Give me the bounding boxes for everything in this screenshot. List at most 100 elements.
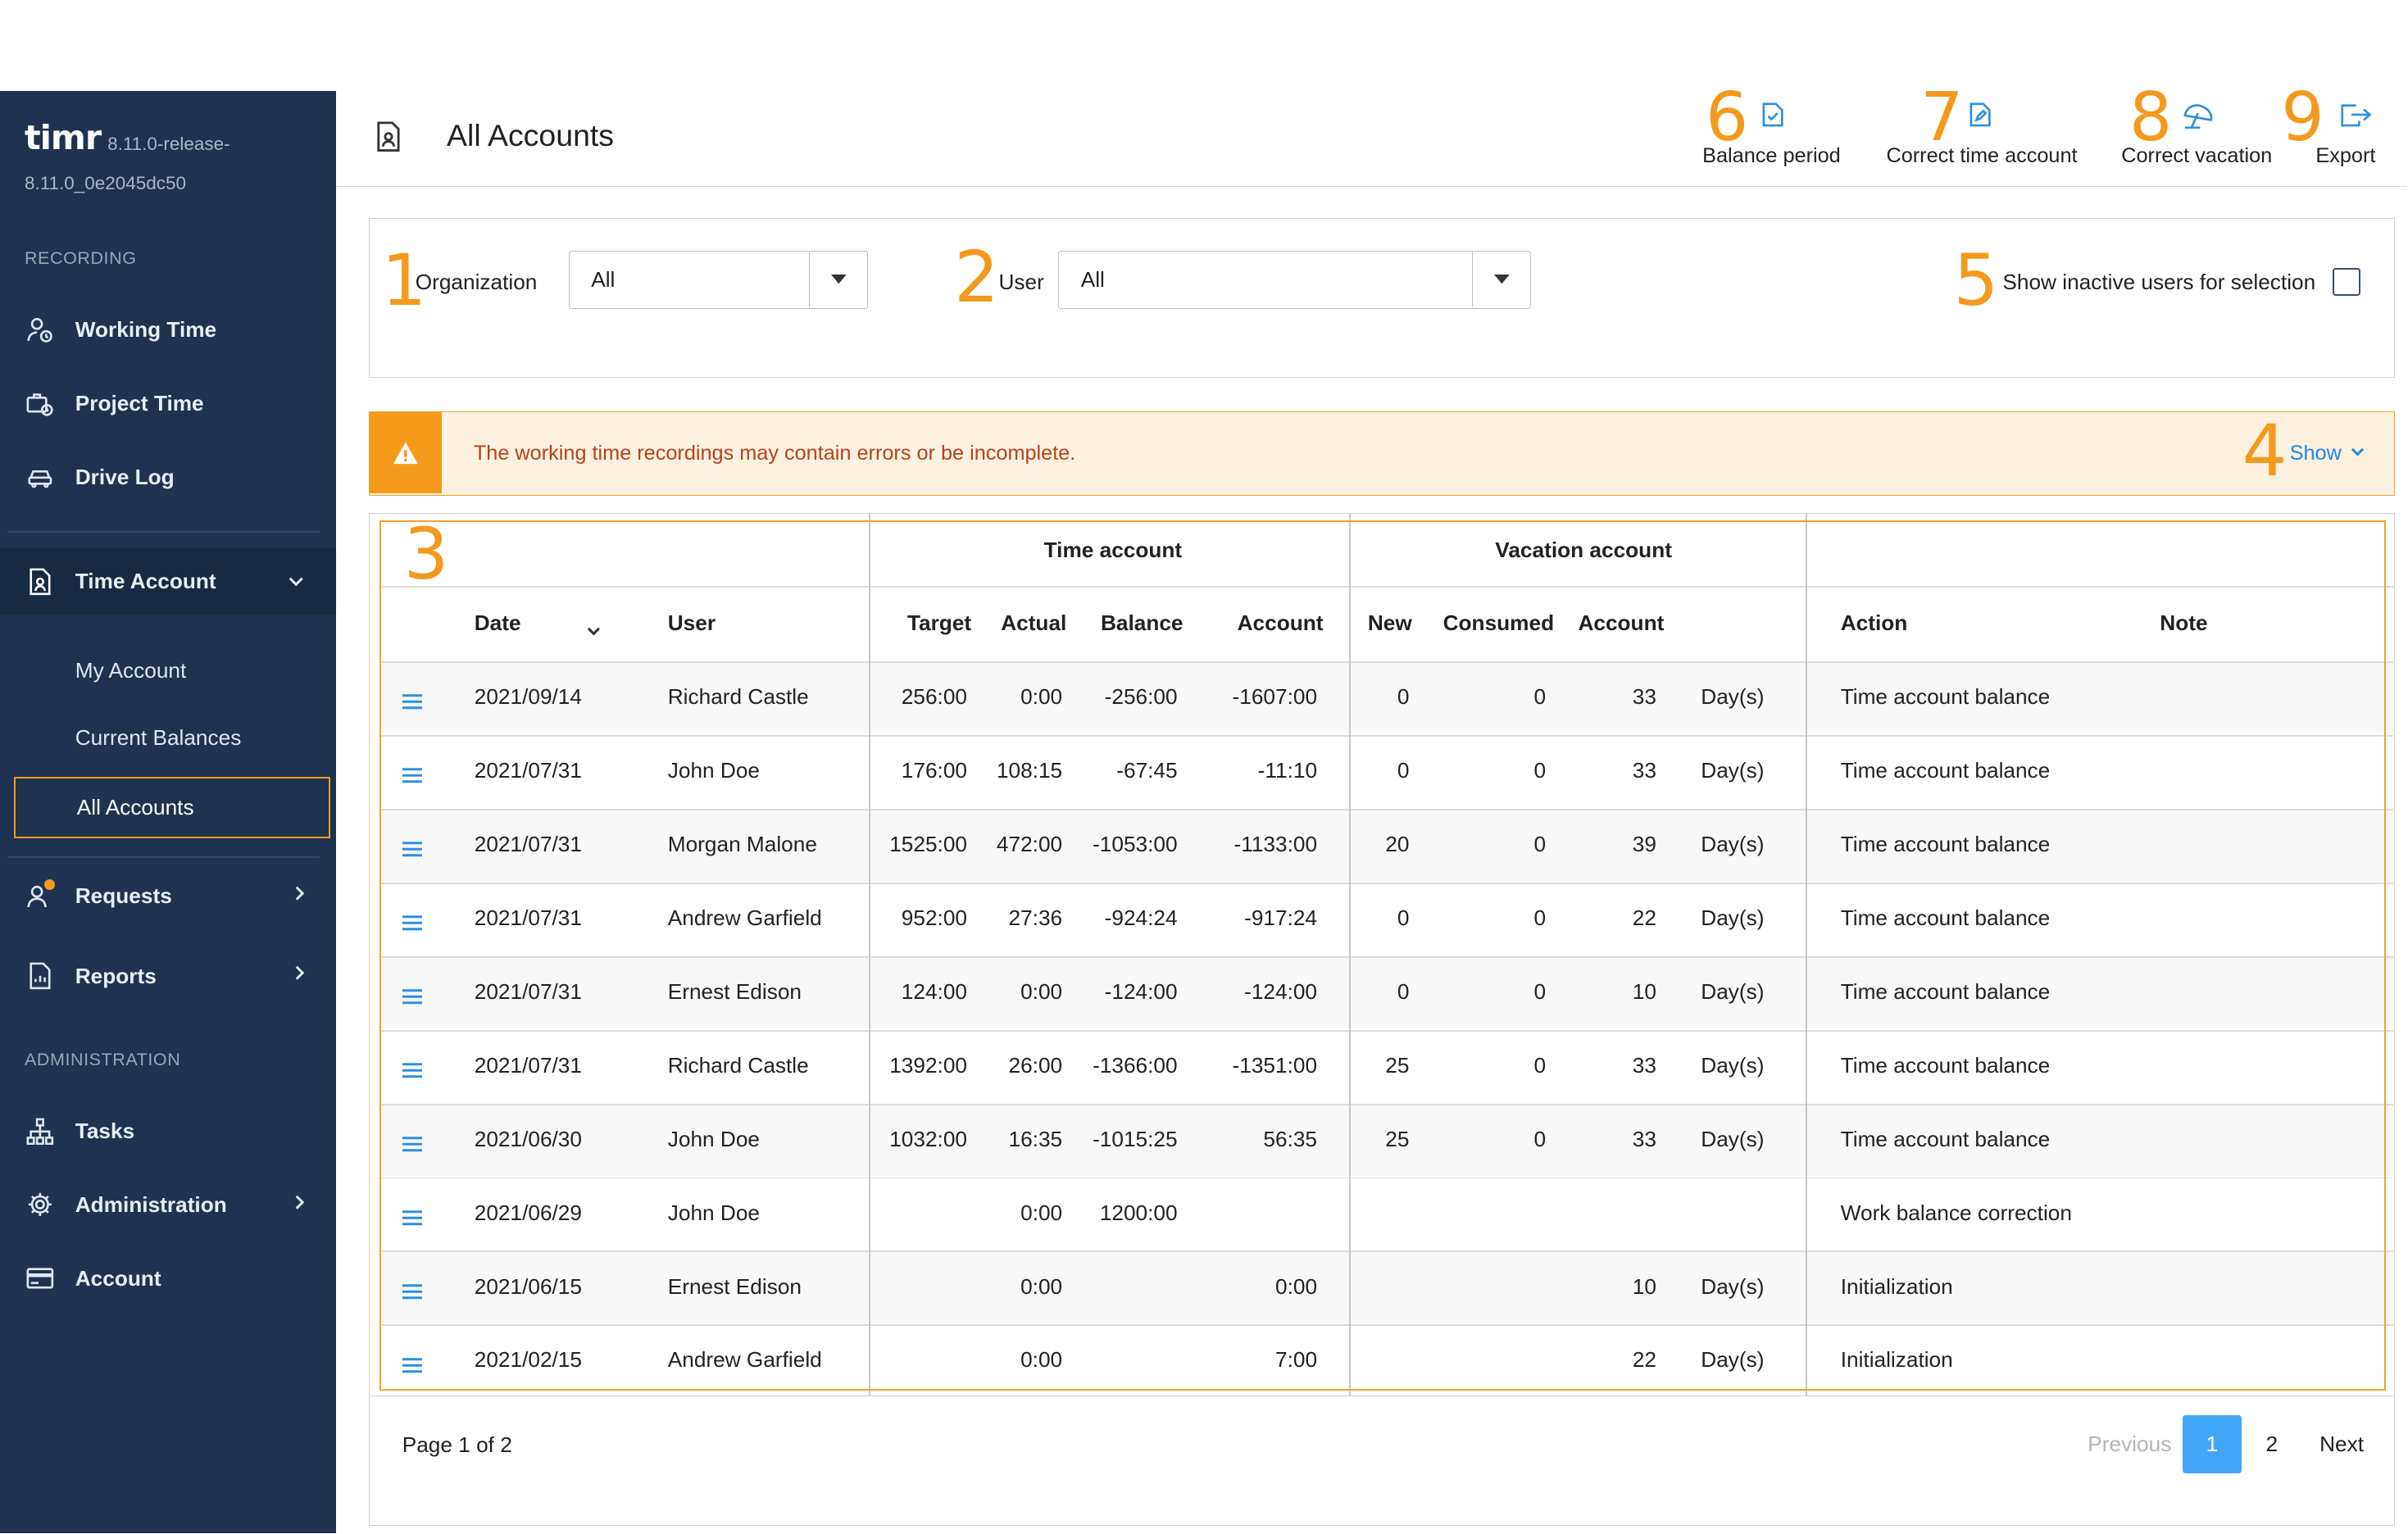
page-2-button[interactable]: 2 xyxy=(2265,1431,2279,1456)
row-menu-icon[interactable] xyxy=(402,689,423,717)
organization-select[interactable]: All xyxy=(569,251,869,310)
cell-account: -1133:00 xyxy=(1234,832,1318,857)
column-divider xyxy=(1805,514,1807,1397)
table-row[interactable] xyxy=(380,882,2393,955)
row-menu-icon[interactable] xyxy=(402,837,423,865)
cell-user: John Doe xyxy=(667,1126,760,1151)
sidebar-item-working-time[interactable]: Working Time xyxy=(0,296,336,363)
cell-consumed: 0 xyxy=(1533,1126,1547,1151)
cell-unit: Day(s) xyxy=(1701,905,1765,931)
column-header-target: Target xyxy=(906,610,972,636)
sidebar-item-reports[interactable]: Reports xyxy=(0,942,336,1010)
inactive-users-checkbox[interactable] xyxy=(2333,267,2360,296)
cell-action: Time account balance xyxy=(1840,905,2051,931)
gear-icon xyxy=(25,1190,55,1220)
row-divider xyxy=(380,661,2393,664)
sidebar-subitem-current-balances[interactable]: Current Balances xyxy=(75,725,242,751)
user-select[interactable]: All xyxy=(1058,251,1532,310)
document-user-icon xyxy=(376,121,401,158)
column-header-user: User xyxy=(667,610,716,636)
caret-down-icon xyxy=(809,252,867,307)
sidebar-item-administration[interactable]: Administration xyxy=(0,1171,336,1238)
column-header-date[interactable]: Date xyxy=(475,610,521,636)
user-label: User xyxy=(998,269,1044,294)
cell-actual: 0:00 xyxy=(1020,1273,1063,1299)
row-menu-icon[interactable] xyxy=(402,910,423,938)
cell-consumed: 0 xyxy=(1533,905,1547,931)
tool-label: Correct time account xyxy=(1886,144,2078,168)
cell-vac-account: 33 xyxy=(1632,1126,1656,1151)
table-row[interactable] xyxy=(380,955,2393,1028)
sidebar-item-drive-log[interactable]: Drive Log xyxy=(0,443,336,511)
cell-target: 176:00 xyxy=(901,758,967,783)
row-menu-icon[interactable] xyxy=(402,763,423,791)
row-menu-icon[interactable] xyxy=(402,1278,423,1306)
sidebar-item-label: Time Account xyxy=(75,569,216,594)
table-row[interactable] xyxy=(380,1250,2393,1323)
cell-vac-account: 22 xyxy=(1632,905,1656,931)
table-row[interactable] xyxy=(380,809,2393,882)
cell-user: John Doe xyxy=(667,758,760,783)
cell-account: -1351:00 xyxy=(1232,1052,1318,1078)
table-row[interactable] xyxy=(380,735,2393,808)
cell-action: Initialization xyxy=(1840,1273,1953,1299)
cell-account: -11:10 xyxy=(1257,758,1318,783)
page-1-button[interactable]: 1 xyxy=(2183,1414,2242,1474)
table-row[interactable] xyxy=(380,1103,2393,1176)
row-menu-icon[interactable] xyxy=(402,1205,423,1232)
sidebar-item-tasks[interactable]: Tasks xyxy=(0,1097,336,1164)
previous-page-button[interactable]: Previous xyxy=(2088,1431,2172,1456)
annotation-number: 2 xyxy=(954,237,999,320)
cell-vac-account: 33 xyxy=(1632,758,1656,783)
chevron-right-icon xyxy=(293,964,306,987)
sidebar-item-time-account[interactable]: Time Account xyxy=(0,547,337,616)
table-row[interactable] xyxy=(380,1324,2393,1397)
row-menu-icon[interactable] xyxy=(402,984,423,1012)
cell-target: 1525:00 xyxy=(889,832,967,857)
row-menu-icon[interactable] xyxy=(402,1352,423,1380)
cell-balance: -1366:00 xyxy=(1093,1052,1178,1078)
row-menu-icon[interactable] xyxy=(402,1057,423,1085)
cell-balance: -256:00 xyxy=(1104,684,1178,710)
user-clock-icon xyxy=(25,315,55,345)
table-row[interactable] xyxy=(380,1177,2393,1250)
cell-user: John Doe xyxy=(667,1200,760,1225)
tool-label: Balance period xyxy=(1702,144,1841,168)
sidebar-subitem-my-account[interactable]: My Account xyxy=(75,657,187,683)
sidebar-item-project-time[interactable]: Project Time xyxy=(0,370,336,437)
column-divider xyxy=(1349,514,1352,1397)
cell-account: 0:00 xyxy=(1275,1273,1318,1299)
table-row[interactable] xyxy=(380,661,2393,734)
cell-actual: 108:15 xyxy=(996,758,1063,783)
row-divider xyxy=(380,1103,2393,1105)
row-menu-icon[interactable] xyxy=(402,1131,423,1159)
row-divider xyxy=(380,1324,2393,1327)
cell-action: Time account balance xyxy=(1840,832,2051,857)
sidebar-item-label: Account xyxy=(75,1265,161,1291)
cell-date: 2021/06/15 xyxy=(474,1273,582,1299)
cell-balance: -124:00 xyxy=(1104,978,1178,1004)
column-header-action: Action xyxy=(1840,610,1908,636)
table-row[interactable] xyxy=(380,1029,2393,1102)
sidebar-item-account[interactable]: Account xyxy=(0,1245,336,1312)
cell-unit: Day(s) xyxy=(1701,1052,1765,1078)
column-header-consumed: Consumed xyxy=(1443,610,1555,636)
sidebar-subitem-all-accounts[interactable]: All Accounts xyxy=(13,776,330,838)
time-account-group-header: Time account xyxy=(1043,537,1183,562)
cell-new: 0 xyxy=(1397,978,1410,1004)
cell-date: 2021/07/31 xyxy=(474,1052,582,1078)
sidebar-item-requests[interactable]: Requests xyxy=(0,863,336,930)
correct-time-icon xyxy=(1970,102,1991,133)
warning-show-link[interactable]: Show xyxy=(2290,442,2365,465)
row-divider xyxy=(380,1177,2393,1179)
cell-new: 0 xyxy=(1397,758,1410,783)
car-icon xyxy=(25,462,55,492)
cell-unit: Day(s) xyxy=(1701,758,1765,783)
sort-chevron-down-icon[interactable] xyxy=(586,615,602,643)
version-line-1: 8.11.0-release- xyxy=(107,133,230,154)
next-page-button[interactable]: Next xyxy=(2319,1431,2365,1456)
annotation-number: 5 xyxy=(1953,239,1999,322)
cell-target: 1032:00 xyxy=(889,1126,967,1151)
cell-unit: Day(s) xyxy=(1701,978,1765,1004)
